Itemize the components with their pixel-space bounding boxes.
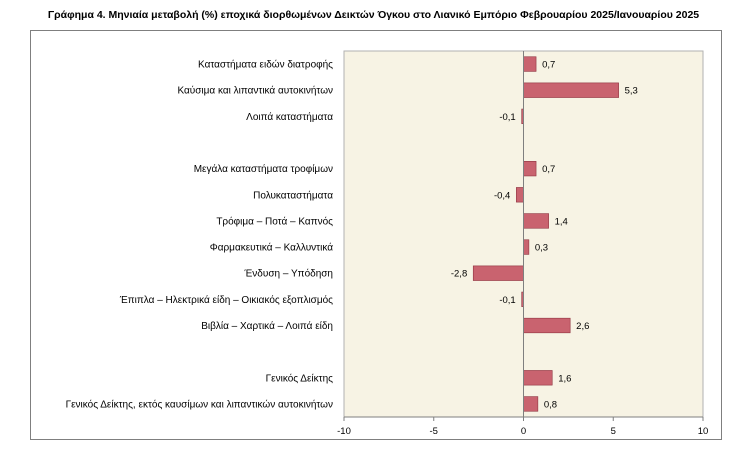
category-labels: Καταστήματα ειδών διατροφής Καύσιμα και λ… [66, 59, 334, 411]
category-label: Έπιπλα – Ηλεκτρικά είδη – Οικιακός εξοπλ… [119, 294, 333, 306]
category-label: Ένδυση – Υπόδηση [243, 268, 333, 280]
bar [523, 370, 553, 386]
bar [523, 56, 537, 72]
data-label: 5,3 [625, 86, 638, 97]
x-tick-label: -10 [337, 426, 351, 437]
data-label: 0,7 [542, 60, 555, 71]
x-tick-label: 10 [698, 426, 709, 437]
data-label: 0,3 [535, 243, 548, 254]
x-axis: -10 -5 0 5 10 [337, 51, 708, 437]
category-label: Τρόφιμα – Ποτά – Καπνός [216, 215, 333, 227]
data-label: -0,4 [494, 190, 510, 201]
bar [523, 161, 537, 177]
data-label: 1,6 [558, 373, 571, 384]
category-label: Φαρμακευτικά – Καλλυντικά [210, 242, 333, 254]
category-label: Γενικός Δείκτης, εκτός καυσίμων και λιπα… [66, 398, 333, 410]
category-label: Καύσιμα και λιπαντικά αυτοκινήτων [177, 85, 333, 97]
category-label: Καταστήματα ειδών διατροφής [198, 59, 333, 71]
bar [523, 213, 549, 229]
data-label: 2,6 [576, 321, 589, 332]
x-tick-label: -5 [430, 426, 438, 437]
x-tick-label: 0 [521, 426, 526, 437]
data-label: 0,7 [542, 164, 555, 175]
category-label: Βιβλία – Χαρτικά – Λοιπά είδη [201, 320, 333, 332]
bar [523, 239, 530, 255]
data-label: 1,4 [555, 216, 568, 227]
x-tick-label: 5 [611, 426, 616, 437]
data-label: 0,8 [544, 399, 557, 410]
data-labels: 0,7 5,3 -0,1 0,7 -0,4 1,4 0,3 -2,8 -0,1 2,6 1,6 0,8 [451, 60, 638, 411]
data-label: -0,1 [499, 112, 515, 123]
category-label: Μεγάλα καταστήματα τροφίμων [194, 163, 333, 175]
chart-title: Γράφημα 4. Μηνιαία μεταβολή (%) εποχικά … [47, 9, 700, 21]
category-label: Πολυκαταστήματα [253, 189, 333, 201]
chart-frame [30, 30, 722, 440]
category-label: Γενικός Δείκτης [266, 372, 334, 384]
category-label: Λοιπά καταστήματα [246, 111, 333, 123]
bar [523, 317, 571, 334]
data-label: -2,8 [451, 269, 467, 280]
bar [523, 82, 619, 98]
bar [523, 396, 539, 412]
bars-group [472, 56, 619, 412]
bar [516, 187, 524, 203]
data-label: -0,1 [499, 295, 515, 306]
bar [472, 265, 524, 281]
